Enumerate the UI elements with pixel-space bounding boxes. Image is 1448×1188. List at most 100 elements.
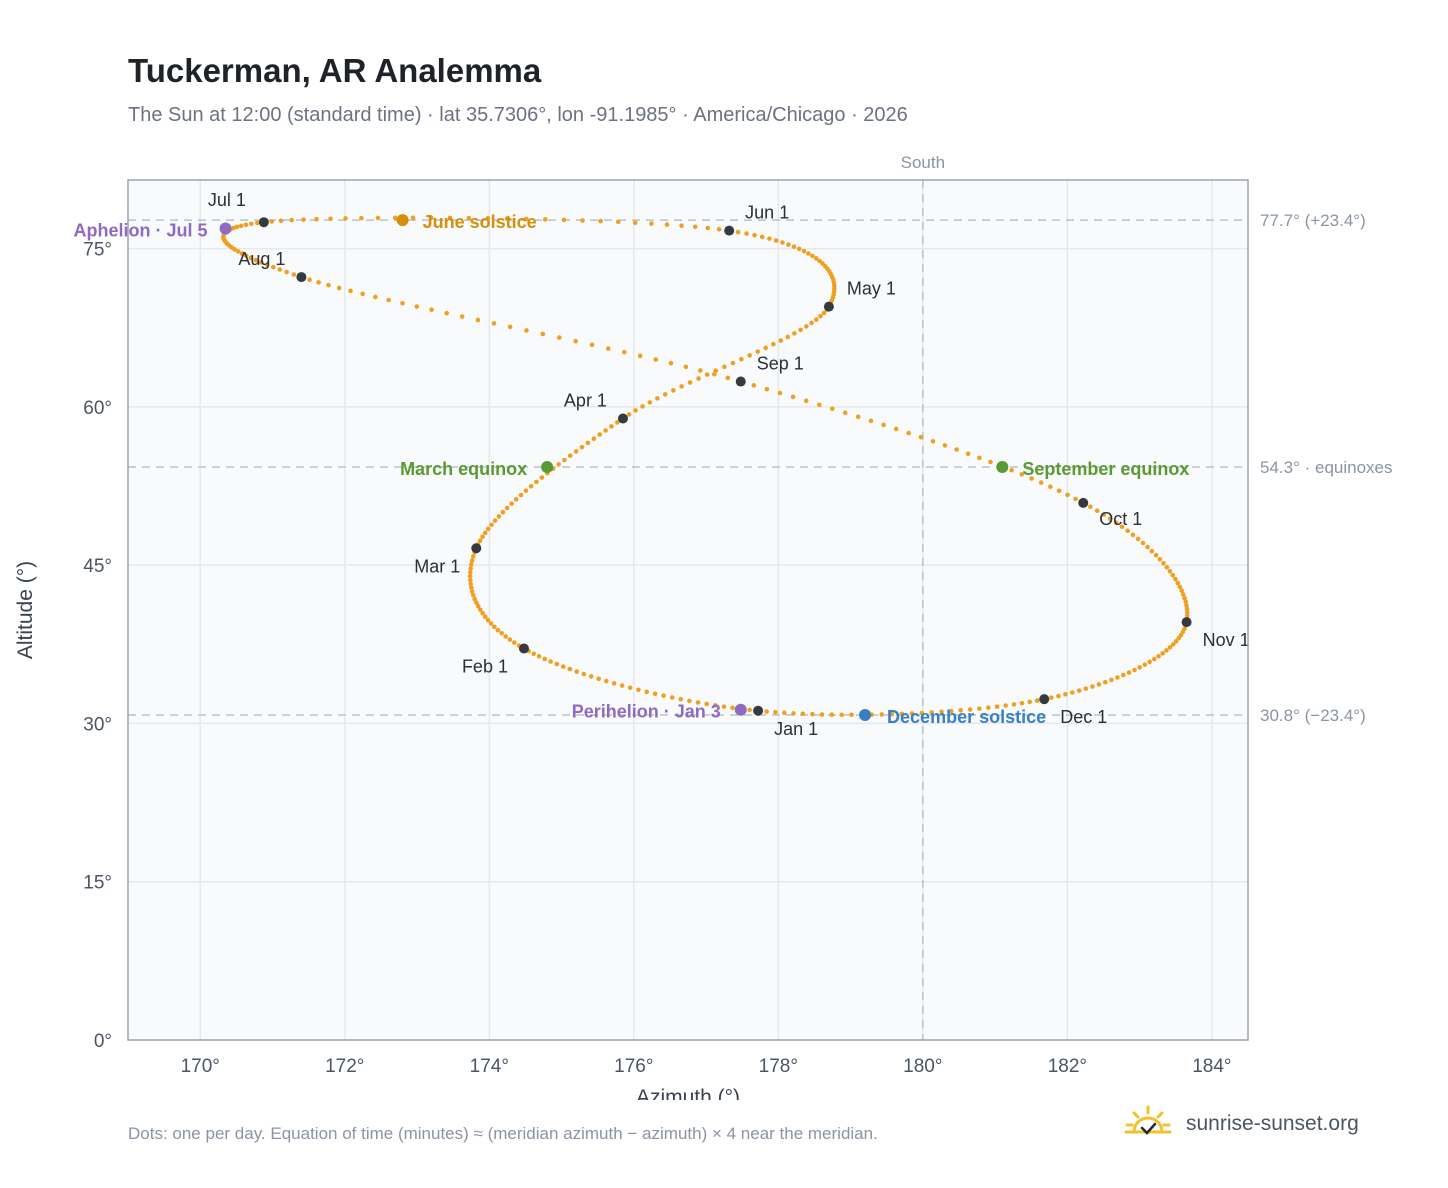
event-label: Aphelion · Jul 5	[74, 221, 208, 241]
daily-dot	[722, 364, 727, 370]
daily-dot	[622, 349, 627, 355]
daily-dot	[579, 444, 585, 450]
x-tick-label: 170°	[181, 1056, 220, 1077]
month-label: Feb 1	[462, 657, 508, 677]
daily-dot	[786, 242, 791, 247]
daily-dot	[573, 449, 579, 454]
daily-dot	[640, 404, 645, 409]
daily-dot	[540, 331, 546, 337]
daily-dot	[958, 708, 964, 713]
daily-dot	[314, 216, 319, 222]
daily-dot	[509, 501, 514, 506]
month-label: Sep 1	[757, 354, 804, 374]
daily-dot	[698, 368, 703, 373]
event-marker	[996, 461, 1009, 474]
daily-dot	[573, 338, 578, 344]
daily-dot	[1038, 480, 1044, 485]
daily-dot	[243, 253, 249, 258]
daily-dot	[512, 640, 517, 645]
daily-dot	[1175, 580, 1181, 586]
daily-dot	[810, 253, 815, 259]
daily-dot	[475, 603, 481, 609]
month-marker	[753, 705, 764, 716]
daily-dot	[796, 246, 802, 252]
daily-dot	[284, 269, 289, 275]
x-tick-label: 174°	[470, 1056, 509, 1077]
daily-dot	[482, 614, 488, 620]
daily-dot	[1180, 592, 1186, 597]
daily-dot	[906, 430, 911, 436]
daily-dot	[504, 216, 510, 221]
daily-dot	[668, 360, 674, 366]
daily-dot	[1184, 603, 1189, 608]
event-marker	[396, 214, 409, 227]
daily-dot	[632, 220, 638, 226]
daily-dot	[554, 661, 560, 667]
daily-dot	[801, 248, 807, 254]
daily-dot	[468, 581, 473, 587]
daily-dot	[1088, 504, 1093, 510]
month-label: Dec 1	[1060, 707, 1107, 727]
daily-dot	[1003, 703, 1008, 708]
daily-dot	[477, 538, 483, 543]
daily-dot	[939, 709, 944, 715]
daily-dot	[1167, 568, 1173, 574]
daily-dot	[1096, 682, 1102, 687]
daily-dot	[755, 349, 761, 354]
month-label: Jun 1	[745, 203, 789, 223]
daily-dot	[679, 384, 684, 389]
daily-dot	[414, 304, 420, 309]
brand-logo[interactable]: sunrise-sunset.org	[1122, 1104, 1359, 1144]
sun-check-icon	[1124, 1105, 1172, 1135]
daily-dot	[813, 317, 819, 322]
daily-dot	[475, 317, 481, 323]
daily-dot	[785, 334, 791, 340]
daily-dot	[1164, 648, 1169, 653]
daily-dot	[603, 428, 608, 433]
daily-dot	[469, 558, 475, 563]
event-label: Perihelion · Jan 3	[572, 702, 721, 722]
daily-dot	[1157, 556, 1163, 562]
month-label: Apr 1	[564, 390, 607, 410]
daily-dot	[637, 353, 643, 359]
daily-dot	[336, 285, 342, 291]
daily-dot	[986, 705, 991, 710]
daily-dot	[988, 459, 993, 465]
daily-dot	[730, 360, 736, 366]
daily-dot	[1137, 665, 1143, 670]
daily-dot	[523, 488, 529, 493]
daily-dot	[468, 566, 473, 571]
daily-dot	[561, 217, 567, 223]
daily-dot	[1101, 512, 1107, 517]
daily-dot	[1119, 524, 1125, 530]
daily-dot	[562, 457, 567, 463]
daily-dot	[713, 703, 718, 708]
daily-dot	[767, 236, 772, 241]
daily-dot	[496, 514, 502, 519]
daily-dot	[747, 707, 752, 713]
daily-dot	[429, 307, 434, 313]
daily-dot	[771, 341, 776, 347]
brand-name: sunrise-sunset.org	[1186, 1112, 1359, 1135]
daily-dot	[679, 223, 684, 228]
daily-dot	[879, 712, 885, 717]
month-marker	[1181, 617, 1192, 628]
daily-dot	[373, 294, 378, 300]
daily-dot	[239, 251, 245, 256]
daily-dot	[536, 654, 542, 659]
footnote: Dots: one per day. Equation of time (min…	[128, 1124, 878, 1143]
daily-dot	[589, 342, 595, 348]
x-tick-label: 184°	[1192, 1056, 1231, 1077]
daily-dot	[919, 710, 925, 716]
month-label: Oct 1	[1099, 509, 1142, 529]
daily-dot	[721, 704, 727, 709]
daily-dot	[1073, 496, 1078, 502]
daily-dot	[528, 483, 534, 489]
daily-dot	[609, 424, 614, 429]
daily-dot	[492, 518, 498, 523]
event-marker	[541, 461, 554, 474]
reference-lines: 77.7° (+23.4°) 54.3° · equinoxes 30.8° (−2…	[128, 153, 1393, 1040]
daily-dot	[1173, 638, 1179, 644]
daily-dot	[712, 371, 717, 377]
daily-dot	[232, 247, 237, 252]
